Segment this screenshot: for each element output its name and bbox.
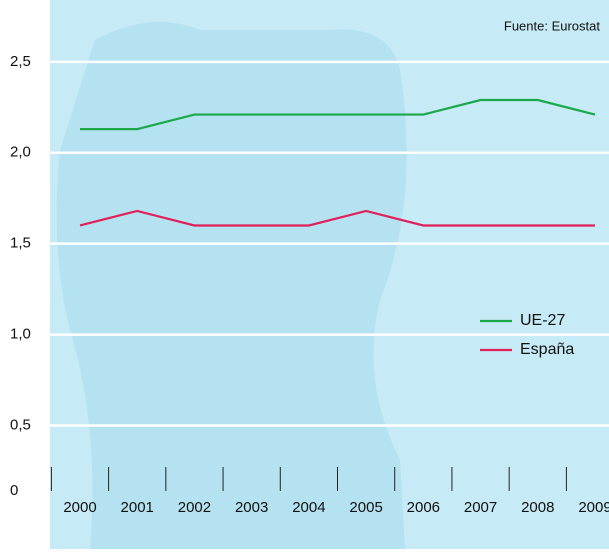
- y-tick-label: 2,5: [10, 53, 31, 70]
- y-tick-label: 2,0: [10, 144, 31, 161]
- y-tick-label: 0,5: [10, 417, 31, 434]
- legend-label: España: [520, 341, 574, 358]
- x-tick-label: 2000: [63, 499, 96, 516]
- source-note: Fuente: Eurostat: [504, 18, 600, 33]
- x-tick-label: 2002: [178, 499, 211, 516]
- data-line: [79, 209, 595, 227]
- y-tick-label: 0: [10, 482, 18, 499]
- x-tick-label: 2008: [521, 499, 554, 516]
- x-tick-label: 2005: [349, 499, 382, 516]
- background-figure: [56, 22, 407, 549]
- y-tick-label: 1,0: [10, 326, 31, 343]
- x-tick-label: 2001: [121, 499, 154, 516]
- x-tick-label: 2006: [407, 499, 440, 516]
- x-tick-label: 2003: [235, 499, 268, 516]
- x-tick-label: 2007: [464, 499, 497, 516]
- x-tick-label: 2009: [578, 499, 609, 516]
- legend-label: UE-27: [520, 312, 565, 329]
- x-tick-label: 2004: [292, 499, 325, 516]
- data-line: [80, 98, 596, 131]
- y-tick-label: 1,5: [10, 235, 31, 252]
